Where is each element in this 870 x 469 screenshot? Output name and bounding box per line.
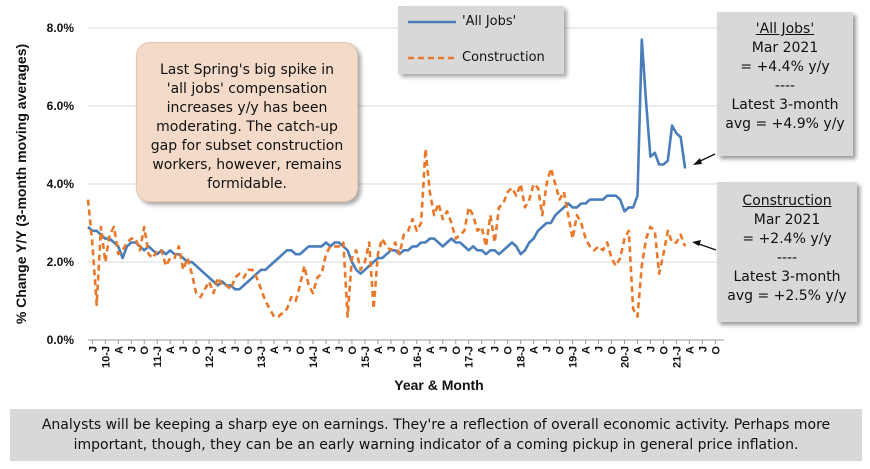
x-axis-label: Year & Month [394,377,483,393]
x-tick-label: A [165,346,177,354]
x-tick-label: 19-J [568,346,580,368]
x-tick-label: O [191,346,203,355]
x-tick-labels: J 10-J A J O 11-J A J O 12-J A J O 13-J A J O 14-J A J O 15-J… [87,340,722,368]
x-tick-label: 16-J [412,346,424,368]
x-tick-label: J [594,346,606,352]
legend-label-all-jobs: 'All Jobs' [462,14,517,29]
all-jobs-box-avg-label: Latest 3-month [731,97,839,113]
x-tick-label: 14-J [308,346,320,368]
x-tick-label: O [399,346,411,355]
x-tick-label: O [295,346,307,355]
construction-box-value: = +2.4% y/y [742,231,832,247]
legend-line-all-jobs [408,20,456,24]
x-tick-label: J [490,346,502,352]
x-tick-label: J [230,346,242,352]
x-tick-label: J [334,346,346,352]
x-tick-label: 20-J [619,346,631,368]
all-jobs-info-box: 'All Jobs' Mar 2021 = +4.4% y/y ---- Lat… [717,12,853,156]
x-tick-label: A [477,346,489,354]
x-tick-label: 18-J [516,346,528,368]
x-tick-label: A [113,346,125,354]
x-tick-label: A [529,346,541,354]
all-jobs-box-avg-value: avg = +4.9% y/y [725,116,845,132]
x-tick-label: A [581,346,593,354]
legend-item-construction: Construction [398,48,564,68]
construction-box-avg-value: avg = +2.5% y/y [727,288,847,304]
x-tick-label: O [710,346,722,355]
y-tick-label: 8.0% [47,21,75,35]
construction-info-box: Construction Mar 2021 = +2.4% y/y ---- L… [717,182,857,322]
legend-item-all-jobs: 'All Jobs' [398,12,564,32]
x-tick-label: O [555,346,567,355]
annotation-callout: Last Spring's big spike in 'all jobs' co… [136,42,358,202]
x-tick-label: A [632,346,644,354]
arrow-all-jobs [693,153,716,165]
all-jobs-box-date: Mar 2021 [751,40,819,56]
x-tick-label: 10-J [100,346,112,368]
x-tick-label: J [178,346,190,352]
x-tick-label: J [645,346,657,352]
construction-box-date: Mar 2021 [753,212,821,228]
all-jobs-box-value: = +4.4% y/y [740,59,830,75]
y-tick-label: 6.0% [47,99,75,113]
y-axis-label: % Change Y/Y (3-month moving averages) [13,44,29,324]
x-tick-label: J [87,346,99,352]
x-tick-label: A [321,346,333,354]
x-tick-label: 11-J [152,346,164,367]
construction-box-separator: ---- [776,250,798,266]
all-jobs-box-title: 'All Jobs' [755,21,815,37]
x-tick-label: J [542,346,554,352]
series-lines [86,38,687,318]
x-tick-label: 17-J [464,346,476,368]
x-tick-label: 21-J [671,346,683,368]
x-tick-label: 13-J [256,346,268,368]
y-tick-label: 2.0% [47,255,75,269]
x-tick-label: O [658,346,670,355]
x-tick-label: A [684,346,696,354]
legend-label-construction: Construction [462,50,545,65]
x-tick-label: O [347,346,359,355]
y-tick-label: 0.0% [47,333,75,347]
y-tick-label: 4.0% [47,177,75,191]
x-tick-label: O [503,346,515,355]
arrow-construction [692,240,717,251]
x-tick-label: A [269,346,281,354]
x-tick-label: A [373,346,385,354]
x-tick-label: J [697,346,709,352]
x-tick-label: O [607,346,619,355]
construction-box-title: Construction [742,193,832,209]
construction-box-avg-label: Latest 3-month [733,269,841,285]
x-tick-label: O [451,346,463,355]
x-tick-label: 15-J [360,346,372,368]
x-tick-label: J [126,346,138,352]
legend: 'All Jobs' Construction [398,6,564,74]
x-tick-label: O [243,346,255,355]
x-tick-label: O [139,346,151,355]
x-tick-label: J [282,346,294,352]
footer-text: Analysts will be keeping a sharp eye on … [41,417,831,453]
annotation-text: Last Spring's big spike in 'all jobs' co… [150,62,344,192]
x-tick-label: J [438,346,450,352]
x-tick-label: A [217,346,229,354]
x-tick-label: A [425,346,437,354]
legend-line-construction [408,56,456,60]
all-jobs-box-separator: ---- [774,78,796,94]
x-tick-label: J [386,346,398,352]
x-tick-label: 12-J [204,346,216,368]
footer-note: Analysts will be keeping a sharp eye on … [10,409,862,461]
y-tick-labels: 0.0% 2.0% 4.0% 6.0% 8.0% [47,21,75,347]
